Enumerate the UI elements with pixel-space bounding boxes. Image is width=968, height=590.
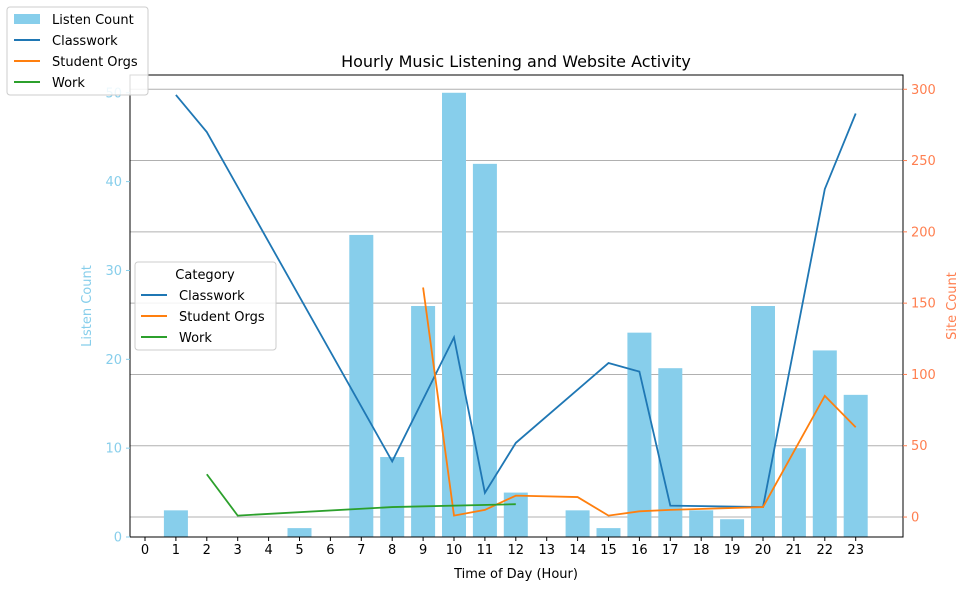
legend-title: Category [175, 268, 235, 283]
y-tick-label: 10 [105, 442, 122, 457]
x-tick-label: 22 [817, 543, 834, 558]
x-tick-label: 14 [569, 543, 586, 558]
legend-box [6, 6, 149, 96]
y-axis-label: Listen Count [80, 265, 95, 347]
legend-box [134, 261, 277, 351]
bar [442, 92, 466, 538]
y-tick-label: 30 [105, 264, 122, 279]
x-tick-label: 20 [755, 543, 772, 558]
x-tick-label: 19 [724, 543, 741, 558]
bar [658, 368, 683, 537]
bar [163, 510, 188, 537]
legend-label: Student Orgs [179, 310, 265, 325]
x-tick-label: 16 [631, 543, 648, 558]
bar [843, 394, 868, 537]
bar [781, 448, 806, 537]
x-tick-label: 8 [388, 543, 396, 558]
bar [472, 163, 497, 537]
legend-top: Listen Count Classwork Student Orgs Work [6, 6, 149, 96]
y-tick-label: 20 [105, 353, 122, 368]
y2-tick-label: 50 [911, 439, 928, 454]
y2-tick-label: 200 [911, 225, 936, 240]
x-tick-label: 15 [600, 543, 617, 558]
bar [812, 350, 837, 537]
y2-tick-label: 300 [911, 83, 936, 98]
bar [411, 306, 436, 537]
legend-label: Student Orgs [52, 55, 138, 70]
legend-label: Listen Count [52, 13, 134, 28]
y2-tick-label: 0 [911, 511, 919, 526]
x-tick-label: 2 [203, 543, 211, 558]
y2-tick-label: 250 [911, 154, 936, 169]
line-series [175, 94, 857, 517]
legend-label: Classwork [179, 289, 245, 304]
x-tick-label: 21 [786, 543, 803, 558]
plot-frame [129, 74, 904, 538]
y-tick-label: 40 [105, 175, 122, 190]
x-tick-label: 5 [295, 543, 303, 558]
x-tick-label: 23 [847, 543, 864, 558]
x-tick-label: 11 [477, 543, 494, 558]
chart-title: Hourly Music Listening and Website Activ… [341, 52, 691, 71]
y-tick-label: 0 [114, 531, 122, 546]
x-tick-label: 6 [326, 543, 334, 558]
x-tick-label: 4 [264, 543, 272, 558]
x-tick-label: 18 [693, 543, 710, 558]
y2-axis-label: Site Count [945, 272, 960, 340]
y-axis-ticks: 01020304050 [105, 86, 130, 546]
x-axis-label: Time of Day (Hour) [453, 567, 578, 582]
bar [689, 510, 714, 537]
x-tick-label: 7 [357, 543, 365, 558]
bar-series [163, 92, 868, 538]
x-tick-label: 13 [538, 543, 555, 558]
bar [349, 234, 374, 537]
legend-swatch [14, 14, 40, 24]
x-axis-ticks: 0 1 2 3 4 5 6 7 8 9 10 11 12 13 14 15 16 17 18 19 20 21 22 23 [141, 537, 864, 558]
x-tick-label: 10 [446, 543, 463, 558]
y2-axis-ticks: 0 50 100 150 200 250 300 [903, 83, 936, 526]
bar [380, 457, 405, 537]
legend-label: Work [52, 76, 85, 91]
x-tick-label: 9 [419, 543, 427, 558]
bar [565, 510, 590, 537]
bar [751, 306, 775, 537]
bar [627, 332, 652, 537]
x-tick-label: 1 [172, 543, 180, 558]
line-student-orgs [422, 287, 857, 517]
legend-category: Category Classwork Student Orgs Work [134, 261, 277, 351]
x-tick-label: 17 [662, 543, 679, 558]
bar [596, 528, 621, 537]
x-tick-label: 0 [141, 543, 149, 558]
x-tick-label: 12 [508, 543, 525, 558]
bar [287, 528, 312, 537]
bar [720, 519, 745, 537]
x-tick-label: 3 [234, 543, 242, 558]
line-classwork [175, 94, 857, 508]
y2-tick-label: 150 [911, 297, 936, 312]
legend-label: Work [179, 331, 212, 346]
y2-tick-label: 100 [911, 368, 936, 383]
line-work [206, 473, 516, 517]
legend-label: Classwork [52, 34, 118, 49]
